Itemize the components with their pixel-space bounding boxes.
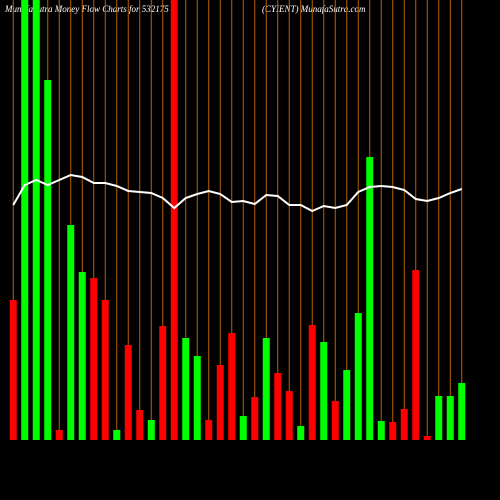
bar [423, 436, 431, 440]
bar [44, 80, 52, 440]
bar [377, 421, 385, 440]
bar [113, 430, 121, 440]
bar [147, 420, 155, 440]
bar [366, 157, 374, 440]
bar [9, 300, 17, 440]
bar [354, 313, 362, 440]
bar [67, 225, 75, 440]
bar [78, 272, 86, 440]
bar [182, 338, 190, 440]
bar [193, 356, 201, 440]
bar [274, 373, 282, 440]
bar [21, 0, 29, 440]
bar [216, 365, 224, 440]
bar [446, 396, 454, 440]
chart-subtitle: (CYIENT) MunafaSutra.com [262, 4, 366, 14]
bar [320, 342, 328, 440]
bar [170, 0, 178, 440]
bar [297, 426, 305, 440]
bar [331, 401, 339, 440]
bar [159, 326, 167, 440]
bar [343, 370, 351, 440]
bar [32, 0, 40, 440]
bar [90, 278, 98, 440]
bar [389, 422, 397, 440]
bar [308, 325, 316, 440]
bar [239, 416, 247, 440]
bar [251, 397, 259, 440]
chart-title: MunafaSutra Money Flow Charts for 532175 [4, 4, 169, 14]
bar [435, 396, 443, 440]
bar [124, 345, 132, 440]
bar [136, 410, 144, 440]
bar [205, 420, 213, 440]
bar [228, 333, 236, 440]
bar [262, 338, 270, 440]
bar [55, 430, 63, 440]
money-flow-line [12, 173, 463, 213]
bar [285, 391, 293, 440]
bar [101, 300, 109, 440]
bar [412, 270, 420, 440]
bar [400, 409, 408, 440]
bar [458, 383, 466, 440]
